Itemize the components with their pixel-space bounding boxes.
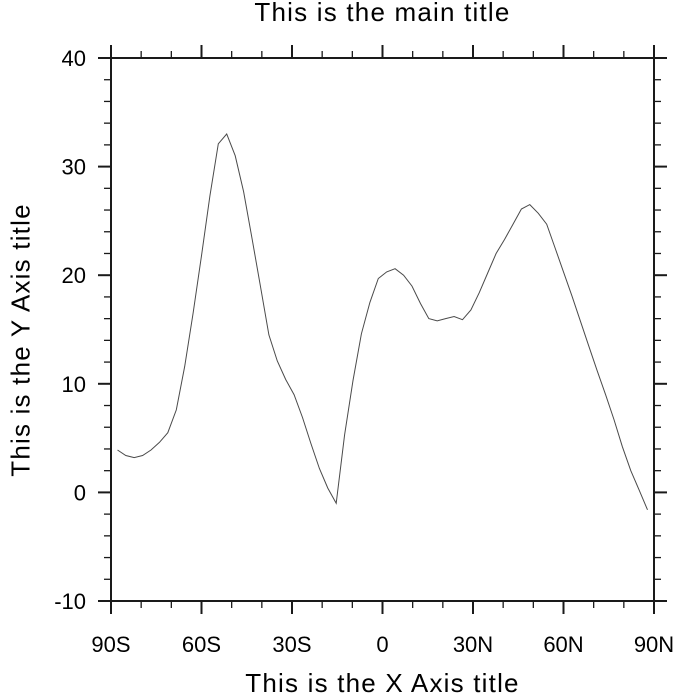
x-tick-label: 30S: [272, 632, 311, 657]
y-tick-label: -10: [54, 589, 86, 614]
data-line: [117, 133, 648, 510]
x-tick-label: 0: [376, 632, 388, 657]
x-axis-title: This is the X Axis title: [245, 668, 520, 698]
plot-frame: [110, 57, 655, 602]
x-tick-label: 30N: [453, 632, 493, 657]
y-tick-label: 40: [62, 46, 86, 71]
x-tick-label: 60S: [182, 632, 221, 657]
y-tick-label: 20: [62, 263, 86, 288]
x-tick-label: 90N: [634, 632, 674, 657]
y-tick-label: 30: [62, 155, 86, 180]
y-tick-label: 0: [74, 480, 86, 505]
x-tick-label: 60N: [543, 632, 583, 657]
y-tick-label: 10: [62, 372, 86, 397]
y-axis-title: This is the Y Axis title: [5, 203, 36, 477]
plot-main-title: This is the main title: [254, 0, 511, 27]
x-tick-label: 90S: [91, 632, 130, 657]
